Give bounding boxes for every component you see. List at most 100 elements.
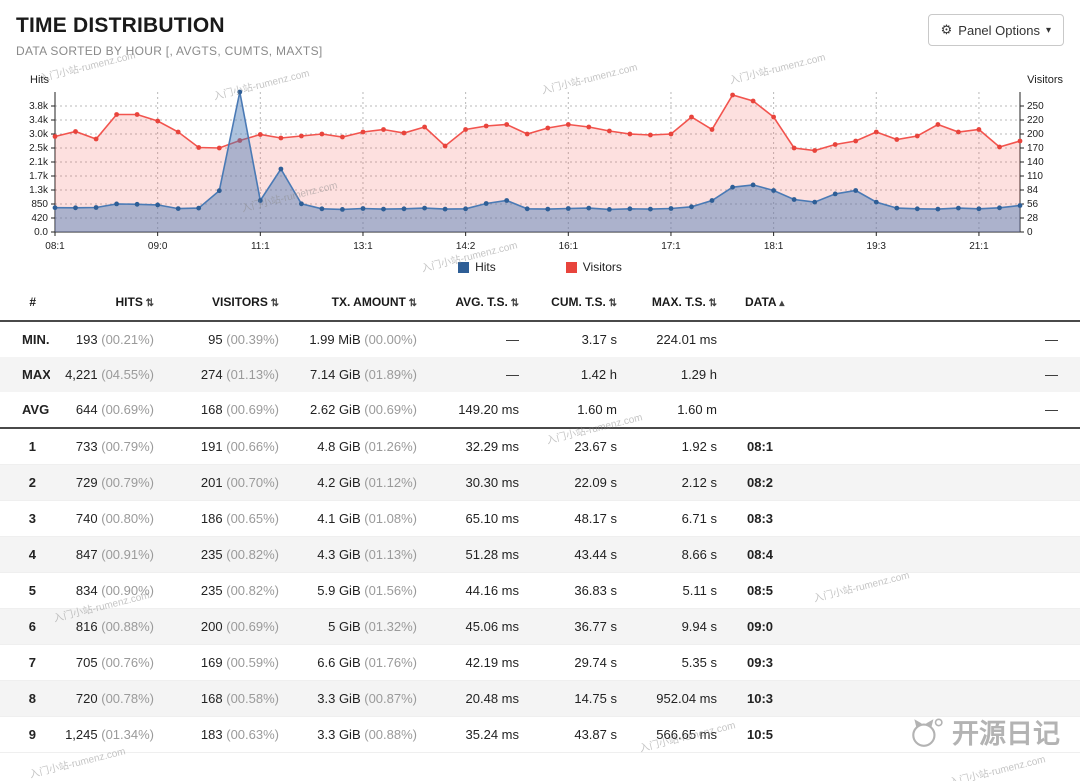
gear-icon: ⚙: [940, 22, 953, 37]
cell-max: 9.94 s: [681, 619, 717, 634]
cell-hits: 1,245 (01.34%): [65, 727, 154, 742]
cell-data: 10:3: [747, 691, 774, 706]
table-row[interactable]: 4 847 (00.91%) 235 (00.82%) 4.3 GiB (01.13%…: [0, 536, 1080, 573]
column-header-cum[interactable]: CUM. T.S. ⇅: [533, 284, 631, 321]
svg-text:13:1: 13:1: [353, 241, 373, 252]
column-header-data[interactable]: DATA ▴: [731, 284, 1080, 321]
cell-max: 8.66 s: [681, 547, 717, 562]
cell-max: 5.35 s: [681, 655, 717, 670]
column-label: DATA: [745, 295, 777, 309]
cell-max: 566.65 ms: [656, 727, 717, 742]
svg-text:56: 56: [1027, 199, 1039, 210]
cell-num: 9: [28, 727, 36, 742]
table-row[interactable]: 3 740 (00.80%) 186 (00.65%) 4.1 GiB (01.08%…: [0, 501, 1080, 537]
svg-text:200: 200: [1027, 129, 1044, 140]
column-header-tx[interactable]: TX. AMOUNT ⇅: [293, 284, 431, 321]
cell-num: 6: [28, 619, 36, 634]
cell-avg: 30.30 ms: [465, 475, 519, 490]
svg-text:2.1k: 2.1k: [29, 157, 49, 168]
column-header-hits[interactable]: HITS ⇅: [50, 284, 168, 321]
cell-hits: 720 (00.78%): [75, 691, 154, 706]
cell-tx: 4.3 GiB (01.13%): [317, 547, 417, 562]
cell-visitors: 183 (00.63%): [200, 727, 279, 742]
cell-data: 09:0: [747, 619, 774, 634]
table-head: # HITS ⇅ VISITORS ⇅ TX. AMOUNT ⇅ AVG. T.S. ⇅…: [0, 284, 1080, 321]
sort-icon: ⇅: [705, 298, 717, 309]
column-header-visitors[interactable]: VISITORS ⇅: [168, 284, 293, 321]
cell-avg: 44.16 ms: [465, 583, 519, 598]
time-distribution-table: # HITS ⇅ VISITORS ⇅ TX. AMOUNT ⇅ AVG. T.S. ⇅…: [0, 284, 1080, 753]
cell-avg: 51.28 ms: [465, 547, 519, 562]
column-header-max[interactable]: MAX. T.S. ⇅: [631, 284, 731, 321]
cell-cum: 29.74 s: [574, 655, 617, 670]
column-header-avg[interactable]: AVG. T.S. ⇅: [431, 284, 533, 321]
cell-max: 952.04 ms: [656, 691, 717, 706]
svg-text:Hits: Hits: [30, 74, 49, 86]
table-body: MIN. 193 (00.21%) 95 (00.39%) 1.99 MiB (00.…: [0, 321, 1080, 753]
cell-hits: 705 (00.76%): [75, 655, 154, 670]
svg-text:3.8k: 3.8k: [29, 101, 49, 112]
sort-icon: ⇅: [507, 298, 519, 309]
panel-options-label: Panel Options: [958, 22, 1040, 38]
cell-tx: 3.3 GiB (00.88%): [317, 727, 417, 742]
panel-header: TIME DISTRIBUTION DATA SORTED BY HOUR [,…: [0, 0, 1080, 58]
table-row[interactable]: 5 834 (00.90%) 235 (00.82%) 5.9 GiB (01.56%…: [0, 573, 1080, 609]
svg-text:170: 170: [1027, 143, 1044, 154]
panel-options-button[interactable]: ⚙ Panel Options ▾: [927, 14, 1064, 46]
svg-text:420: 420: [31, 213, 48, 224]
column-label: #: [29, 295, 36, 309]
cell-data: 08:3: [747, 511, 774, 526]
cell-num: 5: [28, 583, 36, 598]
cell-num: 1: [28, 439, 36, 454]
svg-text:220: 220: [1027, 115, 1044, 126]
legend-swatch: [458, 261, 470, 273]
cell-data: 10:5: [747, 727, 774, 742]
cell-avg: 20.48 ms: [465, 691, 519, 706]
sort-icon: ▴: [776, 298, 785, 309]
summary-row-min: MIN. 193 (00.21%) 95 (00.39%) 1.99 MiB (00.…: [0, 321, 1080, 357]
legend-swatch: [565, 261, 577, 273]
cell-avg: 45.06 ms: [465, 619, 519, 634]
summary-row-max: MAX. 4,221 (04.55%) 274 (01.13%) 7.14 GiB (…: [0, 357, 1080, 392]
cell-visitors: 168 (00.69%): [200, 402, 279, 417]
table-header-row: # HITS ⇅ VISITORS ⇅ TX. AMOUNT ⇅ AVG. T.S. ⇅…: [0, 284, 1080, 321]
svg-text:0.0: 0.0: [34, 227, 48, 238]
svg-text:11:1: 11:1: [251, 241, 270, 252]
cell-max: 2.12 s: [681, 475, 717, 490]
table-row[interactable]: 9 1,245 (01.34%) 183 (00.63%) 3.3 GiB (00.8…: [0, 717, 1080, 753]
legend-item-visitors[interactable]: Visitors: [565, 260, 622, 274]
sort-icon: ⇅: [405, 298, 417, 309]
cell-hits: 644 (00.69%): [75, 402, 154, 417]
svg-text:18:1: 18:1: [764, 241, 784, 252]
cell-avg: 35.24 ms: [465, 727, 519, 742]
cell-num: 3: [28, 511, 36, 526]
cell-tx: 4.2 GiB (01.12%): [317, 475, 417, 490]
cell-hits: 740 (00.80%): [75, 511, 154, 526]
summary-row-avg: AVG. 644 (00.69%) 168 (00.69%) 2.62 GiB (00…: [0, 392, 1080, 428]
table-row[interactable]: 6 816 (00.88%) 200 (00.69%) 5 GiB (01.32%) 4…: [0, 608, 1080, 645]
table-row[interactable]: 8 720 (00.78%) 168 (00.58%) 3.3 GiB (00.87%…: [0, 680, 1080, 717]
column-label: MAX. T.S.: [651, 295, 706, 309]
table-row[interactable]: 2 729 (00.79%) 201 (00.70%) 4.2 GiB (01.12%…: [0, 464, 1080, 501]
cell-visitors: 235 (00.82%): [200, 583, 279, 598]
column-label: CUM. T.S.: [551, 295, 606, 309]
cell-hits: 4,221 (04.55%): [65, 367, 154, 382]
svg-text:16:1: 16:1: [559, 241, 579, 252]
cell-tx: 4.1 GiB (01.08%): [317, 511, 417, 526]
svg-text:08:1: 08:1: [45, 241, 65, 252]
cell-max: 1.60 m: [677, 402, 717, 417]
svg-text:21:1: 21:1: [969, 241, 989, 252]
panel-heading: TIME DISTRIBUTION DATA SORTED BY HOUR [,…: [16, 14, 323, 58]
legend-item-hits[interactable]: Hits: [458, 260, 496, 274]
cell-avg: 65.10 ms: [465, 511, 519, 526]
cell-cum: 43.44 s: [574, 547, 617, 562]
cell-avg: 149.20 ms: [458, 402, 519, 417]
cell-hits: 816 (00.88%): [75, 619, 154, 634]
column-header-num[interactable]: #: [0, 284, 50, 321]
table-row[interactable]: 7 705 (00.76%) 169 (00.59%) 6.6 GiB (01.76%…: [0, 645, 1080, 681]
svg-text:1.7k: 1.7k: [29, 171, 49, 182]
legend-label: Hits: [475, 260, 496, 274]
table-row[interactable]: 1 733 (00.79%) 191 (00.66%) 4.8 GiB (01.26%…: [0, 428, 1080, 465]
column-label: AVG. T.S.: [455, 295, 508, 309]
